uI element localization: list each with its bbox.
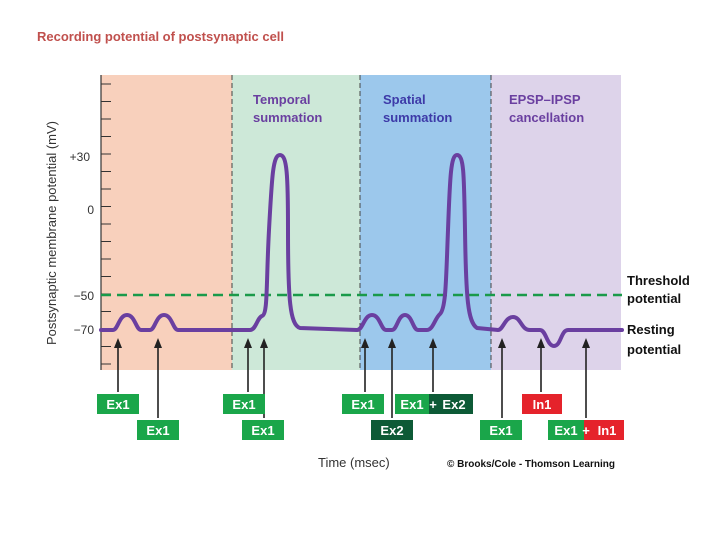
label-p2-top: Ex1 [232, 397, 255, 412]
stimulus-arrow [244, 338, 252, 392]
stimulus-arrow [537, 338, 545, 392]
label-box-p3-combo-ex2 [429, 394, 473, 414]
label-box-p3-ex1 [342, 394, 384, 414]
panel-spatial-background [360, 75, 491, 370]
panel-baseline-background [101, 75, 232, 370]
panel-spatial-title-line2: summation [383, 110, 452, 125]
panel-cancellation-background [491, 75, 621, 370]
label-box-p1-bottom [137, 420, 179, 440]
label-box-p3-combo-ex1 [395, 394, 429, 414]
y-tick-minus50: −50 [74, 289, 95, 303]
panel-cancellation-title-line2: cancellation [509, 110, 584, 125]
threshold-label-line2: potential [627, 291, 681, 306]
y-tick-0: 0 [87, 203, 94, 217]
panel-dividers [231, 75, 492, 370]
y-tick-minus70: −70 [74, 323, 95, 337]
stimulus-arrow [429, 338, 437, 392]
label-p3-combo-ex2: Ex2 [442, 397, 465, 412]
panel-temporal-title-line1: Temporal [253, 92, 311, 107]
label-p4-in1: In1 [533, 397, 552, 412]
label-box-p4-in1 [522, 394, 562, 414]
label-p1-bottom: Ex1 [146, 423, 169, 438]
label-box-p1-top [97, 394, 139, 414]
threshold-label-line1: Threshold [627, 273, 690, 288]
stimulus-arrow [114, 338, 122, 392]
resting-label-line2: potential [627, 342, 681, 357]
x-axis-label: Time (msec) [318, 455, 390, 470]
label-box-p2-bottom [242, 420, 284, 440]
label-p4-ex1: Ex1 [489, 423, 512, 438]
stimulus-arrow [154, 338, 162, 418]
stimulus-arrow [388, 338, 396, 418]
panel-cancellation-title-line1: EPSP–IPSP [509, 92, 581, 107]
resting-label-line1: Resting [627, 322, 675, 337]
label-p2-bottom: Ex1 [251, 423, 274, 438]
label-p4-combo-in1: In1 [598, 423, 617, 438]
label-box-p2-top [223, 394, 265, 414]
figure-title: Recording potential of postsynaptic cell [37, 29, 284, 44]
y-tick-plus30: +30 [70, 150, 91, 164]
label-p3-combo-plus: + [429, 397, 437, 412]
membrane-potential-trace [99, 153, 624, 348]
panel-spatial-title-line1: Spatial [383, 92, 426, 107]
y-axis-label: Postsynaptic membrane potential (mV) [44, 121, 59, 345]
stimulus-arrow [361, 338, 369, 392]
stimulus-arrows [114, 338, 590, 418]
label-p3-ex1: Ex1 [351, 397, 374, 412]
panel-temporal-background [232, 75, 360, 370]
label-p4-combo-ex1: Ex1 [554, 423, 577, 438]
stimulus-arrow [582, 338, 590, 418]
label-box-p4-ex1 [480, 420, 522, 440]
panel-temporal-title-line2: summation [253, 110, 322, 125]
label-p1-top: Ex1 [106, 397, 129, 412]
label-box-p3-bottom [371, 420, 413, 440]
label-box-p4-combo-ex1 [548, 420, 584, 440]
label-box-p4-combo-in1 [584, 420, 624, 440]
stimulus-labels: Ex1 Ex1 Ex1 Ex1 Ex1 Ex1 + Ex2 Ex2 In1 Ex… [97, 394, 624, 440]
label-p4-combo-plus: + [582, 423, 590, 438]
copyright-credit: © Brooks/Cole - Thomson Learning [447, 459, 615, 470]
label-p3-bottom: Ex2 [380, 423, 403, 438]
stimulus-arrow [498, 338, 506, 418]
label-p3-combo-ex1: Ex1 [400, 397, 423, 412]
